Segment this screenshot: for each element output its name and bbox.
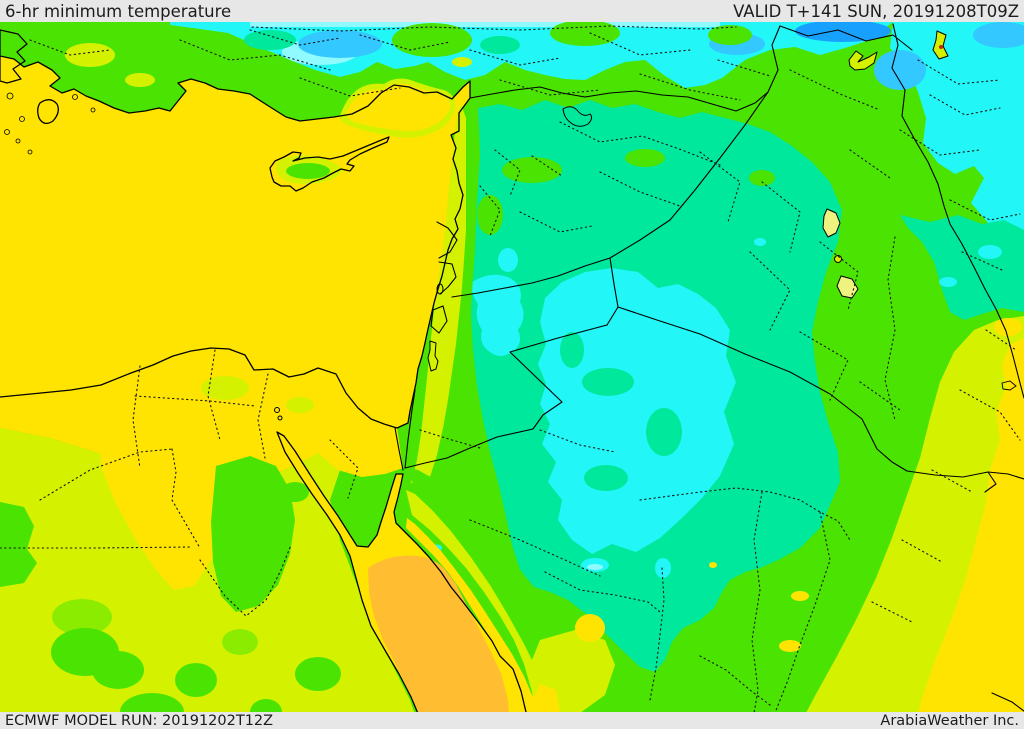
israel-jordan-border <box>404 389 416 469</box>
lakes-layer <box>274 30 1017 421</box>
rhodes-island <box>37 99 59 125</box>
dead-sea <box>427 340 439 372</box>
cold-blue-patch <box>973 22 1024 48</box>
cyprus-cool-core <box>286 163 330 179</box>
temperature-fill-layer <box>0 22 1024 712</box>
iran-border <box>891 23 1024 399</box>
footer-bar: ECMWF MODEL RUN: 20191202T12Z ArabiaWeat… <box>0 712 1024 729</box>
lake-assad <box>562 106 593 127</box>
kuwait-border <box>984 471 997 493</box>
mediterranean-sea-fill <box>0 56 470 428</box>
cyprus-coastline <box>269 136 390 192</box>
mediterranean-coastline <box>0 55 471 429</box>
admin-border-layer <box>0 25 1021 712</box>
turkey-syria-border <box>469 86 769 112</box>
country-border-layer <box>394 23 1024 712</box>
jordan-iraq-border <box>606 219 671 326</box>
lake-razzaza <box>836 275 859 299</box>
map-area <box>0 22 1024 712</box>
lake-tharthar <box>822 208 841 238</box>
red-sea-coastline <box>276 431 527 712</box>
model-run-label: ECMWF MODEL RUN: 20191202T12Z <box>5 712 274 729</box>
syria-iraq-border <box>669 91 769 221</box>
valid-time-label: VALID T+141 SUN, 20191208T09Z <box>733 1 1019 21</box>
bitter-lake <box>274 407 280 413</box>
cold-blue-patch <box>874 50 926 90</box>
israel-egypt-border <box>394 427 404 471</box>
black-sea-dotted-coast <box>251 25 737 32</box>
gulf-corner-coast <box>991 692 1024 712</box>
black-sea-strip <box>250 22 720 27</box>
antalya-warm-pocket <box>346 83 451 132</box>
small-lake-east <box>1001 380 1017 391</box>
jordan-saudi-border <box>404 324 608 469</box>
syria-cold-pool <box>471 274 524 356</box>
teal-east-strip <box>900 215 1024 320</box>
red-sea-warm-core <box>368 555 509 712</box>
header-bar: 6-hr minimum temperature VALID T+141 SUN… <box>0 0 1024 22</box>
syria-jordan-border <box>451 257 611 298</box>
greek-coast <box>0 29 28 84</box>
bitter-lake <box>277 415 283 421</box>
coastline-layer <box>0 29 527 712</box>
temperature-map <box>0 22 1024 712</box>
attribution-label: ArabiaWeather Inc. <box>880 712 1019 729</box>
page-title: 6-hr minimum temperature <box>5 1 232 21</box>
lake-van <box>848 50 878 71</box>
lebanon-borders <box>436 221 458 295</box>
east-warm-edge <box>918 338 1024 712</box>
lake-urmia <box>932 30 949 60</box>
saudi-iraq-border <box>617 306 1024 480</box>
turkey-iraq-border <box>767 25 781 93</box>
cold-blue-patch <box>298 30 382 58</box>
aegean-islets <box>4 92 96 155</box>
urmia-marker <box>939 45 943 49</box>
west-bank-border <box>430 305 448 334</box>
